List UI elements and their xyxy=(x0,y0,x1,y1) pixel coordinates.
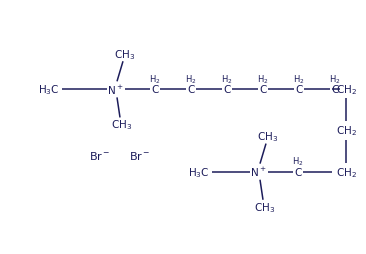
Text: C: C xyxy=(223,85,231,95)
Text: CH$_2$: CH$_2$ xyxy=(336,124,356,138)
Text: CH$_3$: CH$_3$ xyxy=(115,48,136,62)
Text: CH$_2$: CH$_2$ xyxy=(336,83,356,97)
Text: CH$_3$: CH$_3$ xyxy=(257,130,279,144)
Text: N$^+$: N$^+$ xyxy=(107,84,123,97)
Text: H$_2$: H$_2$ xyxy=(292,155,304,167)
Text: H$_3$C: H$_3$C xyxy=(38,83,60,97)
Text: Br$^-$: Br$^-$ xyxy=(129,149,151,161)
Text: C: C xyxy=(151,85,159,95)
Text: Br$^-$: Br$^-$ xyxy=(89,149,111,161)
Text: H$_2$: H$_2$ xyxy=(257,73,269,85)
Text: N$^+$: N$^+$ xyxy=(250,165,266,179)
Text: H$_2$: H$_2$ xyxy=(329,73,341,85)
Text: CH$_2$: CH$_2$ xyxy=(336,165,356,179)
Text: H$_3$C: H$_3$C xyxy=(188,165,210,179)
Text: H$_2$: H$_2$ xyxy=(185,73,197,85)
Text: C: C xyxy=(295,85,303,95)
Text: CH$_3$: CH$_3$ xyxy=(111,118,132,132)
Text: H$_2$: H$_2$ xyxy=(221,73,233,85)
Text: C: C xyxy=(259,85,267,95)
Text: H$_2$: H$_2$ xyxy=(149,73,161,85)
Text: C: C xyxy=(331,85,339,95)
Text: C: C xyxy=(294,167,302,177)
Text: H$_2$: H$_2$ xyxy=(293,73,305,85)
Text: C: C xyxy=(187,85,195,95)
Text: CH$_3$: CH$_3$ xyxy=(254,200,276,214)
